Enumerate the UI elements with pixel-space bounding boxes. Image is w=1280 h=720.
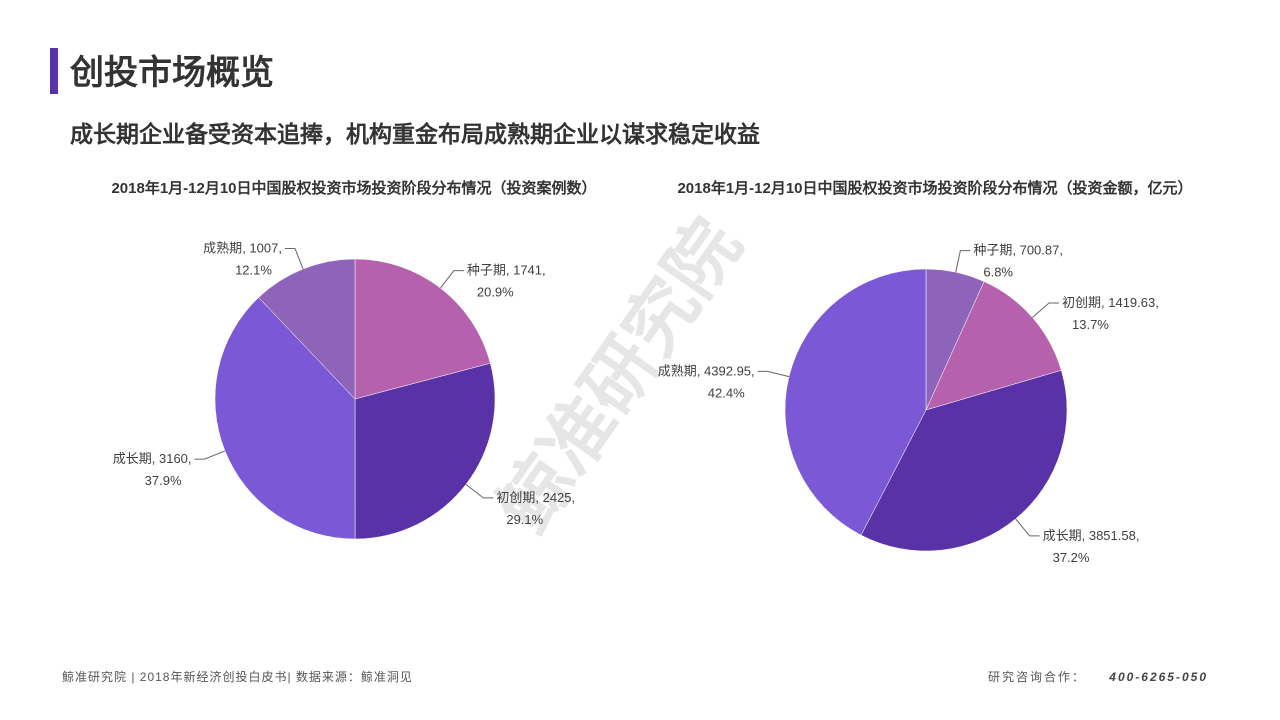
data-label: 种子期, 700.87, xyxy=(973,243,1063,258)
category-label: 初创期 xyxy=(496,490,535,505)
pie-slice xyxy=(258,258,356,400)
pie-slice xyxy=(354,362,496,540)
slide-title: 创投市场概览 xyxy=(69,53,274,92)
data-label: 种子期, 1741, xyxy=(467,263,546,278)
footer-contact-label: 研究咨询合作： xyxy=(988,669,1086,684)
leader-line xyxy=(284,248,304,270)
category-label: 成长期 xyxy=(113,451,152,466)
footer-source: 鲸准研究院 | 2018年新经济创投白皮书| 数据来源：鲸准洞见 xyxy=(62,669,413,684)
pie-slice xyxy=(354,258,491,400)
chart-title: 2018年1月-12月10日中国股权投资市场投资阶段分布情况（投资金额，亿元） xyxy=(677,179,1192,197)
leader-line xyxy=(465,484,494,499)
value-label: , 700.87, xyxy=(1012,243,1063,258)
data-label: 成长期, 3851.58, xyxy=(1043,528,1140,543)
data-label: 成熟期, 4392.95, xyxy=(658,363,755,378)
percent-label: 42.4% xyxy=(708,385,745,400)
value-label: , 4392.95, xyxy=(697,363,755,378)
value-label: , 1741, xyxy=(506,263,546,278)
percent-label: 37.2% xyxy=(1053,550,1090,565)
category-label: 成熟期 xyxy=(203,241,242,256)
category-label: 成长期 xyxy=(1043,528,1082,543)
percent-label: 12.1% xyxy=(235,263,272,278)
category-label: 种子期 xyxy=(973,243,1012,258)
chart-title: 2018年1月-12月10日中国股权投资市场投资阶段分布情况（投资案例数） xyxy=(111,179,596,197)
category-label: 初创期 xyxy=(1062,295,1101,310)
value-label: , 3851.58, xyxy=(1082,528,1140,543)
value-label: , 1419.63, xyxy=(1101,295,1159,310)
percent-label: 37.9% xyxy=(145,473,182,488)
leader-line xyxy=(757,370,790,378)
leader-line xyxy=(1015,518,1040,537)
pie-slice xyxy=(925,281,1062,411)
leader-line xyxy=(440,270,464,289)
slide-subtitle: 成长期企业备受资本追捧，机构重金布局成熟期企业以谋求稳定收益 xyxy=(70,121,760,147)
data-label: 成长期, 3160, xyxy=(113,451,192,466)
leader-line xyxy=(1032,302,1060,318)
category-label: 种子期 xyxy=(467,263,506,278)
pie-slice xyxy=(214,297,356,540)
percent-label: 20.9% xyxy=(477,285,514,300)
value-label: , 3160, xyxy=(152,451,192,466)
footer-phone: 400-6265-050 xyxy=(1108,670,1208,684)
percent-label: 29.1% xyxy=(506,512,543,527)
title-bar xyxy=(50,48,58,94)
data-label: 初创期, 2425, xyxy=(496,490,575,505)
category-label: 成熟期 xyxy=(658,363,697,378)
data-label: 初创期, 1419.63, xyxy=(1062,295,1159,310)
value-label: , 1007, xyxy=(242,241,282,256)
percent-label: 6.8% xyxy=(983,265,1013,280)
leader-line xyxy=(194,450,226,460)
data-label: 成熟期, 1007, xyxy=(203,241,282,256)
leader-line xyxy=(955,250,971,273)
percent-label: 13.7% xyxy=(1072,317,1109,332)
value-label: , 2425, xyxy=(535,490,575,505)
